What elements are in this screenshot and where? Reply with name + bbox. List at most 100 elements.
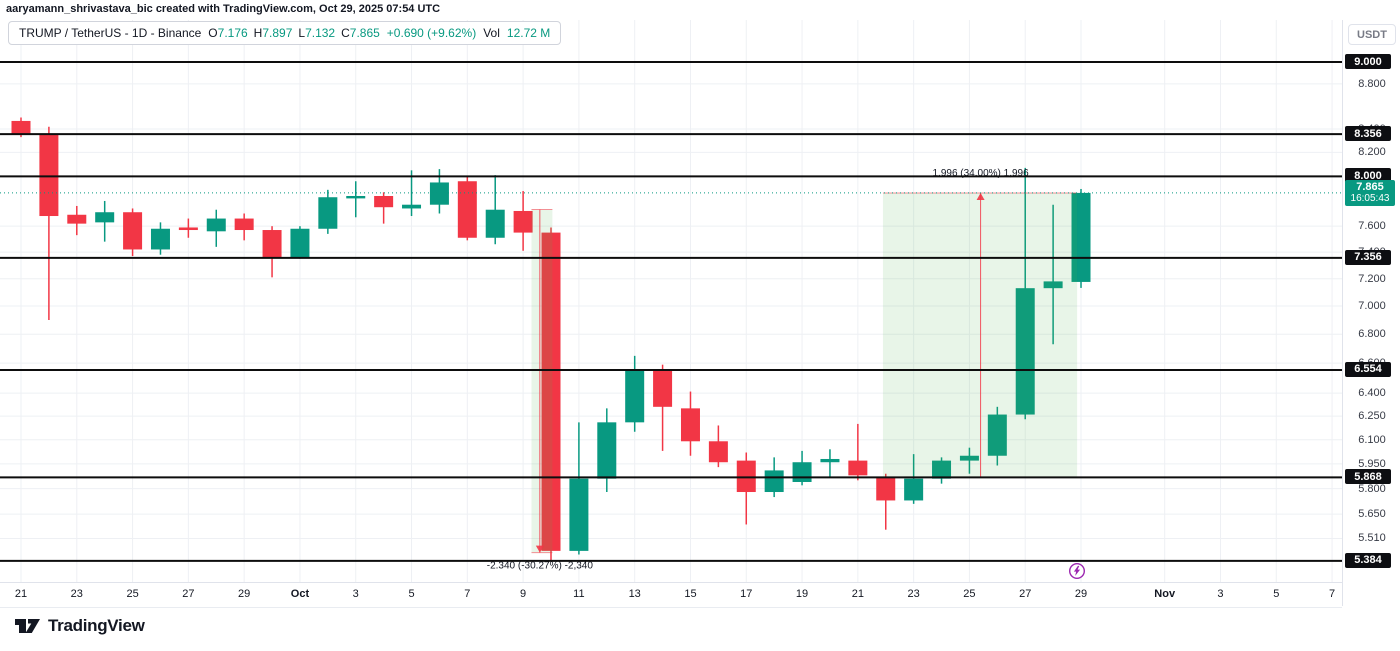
price-tick: 5.510 — [1358, 532, 1386, 545]
ohlc-values: O7.176 H7.897 L7.132 C7.865 — [208, 26, 380, 40]
time-tick: 29 — [238, 588, 251, 600]
candle-body — [95, 212, 115, 223]
time-tick-month: Oct — [290, 588, 310, 600]
range-band — [882, 193, 1078, 478]
time-tick: 13 — [628, 588, 641, 600]
range-arrowhead — [535, 545, 544, 553]
candle-body — [402, 204, 422, 209]
time-tick: 3 — [352, 588, 359, 600]
candle-body — [541, 232, 561, 551]
currency-toggle-button[interactable]: USDT — [1348, 24, 1396, 45]
price-tick: 6.800 — [1358, 328, 1386, 341]
time-axis[interactable]: 21 23 25 27 29 Oct 3 5 7 9 11 13 15 17 19 21 23 25 27 29 Nov… — [0, 582, 1342, 608]
drawn-line-price-label: 5.384 — [1345, 552, 1391, 568]
time-tick: 25 — [963, 588, 976, 600]
candle-body — [318, 197, 338, 229]
candlestick-chart[interactable]: -2.340 (-30.27%) -2,340 1.996 (34.00%) 1,… — [0, 0, 1342, 582]
time-tick: 21 — [14, 588, 28, 600]
candle-body — [39, 133, 59, 217]
ohlc-item: H7.897 — [253, 26, 293, 40]
time-tick: 7 — [464, 588, 471, 600]
time-tick: 23 — [907, 588, 920, 600]
candle-body — [262, 230, 282, 258]
price-tick: 7.000 — [1358, 300, 1386, 313]
candle-body — [904, 478, 924, 501]
volume-value: 12.72 M — [506, 26, 551, 40]
candle-body — [708, 441, 728, 463]
time-tick: 5 — [408, 588, 415, 600]
time-tick: 25 — [126, 588, 139, 600]
range-arrowhead — [976, 193, 985, 201]
drawn-line-price-label: 8.000 — [1345, 168, 1391, 184]
price-tick: 5.950 — [1358, 457, 1386, 470]
time-tick: 29 — [1074, 588, 1088, 600]
candle-body — [959, 455, 979, 461]
time-tick: 19 — [795, 588, 809, 600]
price-axis[interactable]: USDT 8.8008.4008.2007.6007.4007.2007.000… — [1342, 20, 1400, 606]
candle-body — [234, 218, 254, 231]
time-tick: 27 — [1019, 588, 1032, 600]
candle-body — [1043, 281, 1063, 289]
drawn-line-price-label: 5.868 — [1345, 469, 1391, 485]
candle-body — [792, 462, 812, 482]
drawn-line-price-label: 7.356 — [1345, 249, 1391, 265]
time-tick: 3 — [1217, 588, 1224, 600]
candle-body — [513, 210, 533, 233]
candle-body — [848, 460, 868, 476]
time-tick: 9 — [520, 588, 527, 600]
candle-body — [1071, 192, 1091, 282]
tradingview-logo-mark — [15, 619, 40, 633]
range-band — [531, 209, 553, 553]
candle-body — [178, 227, 198, 231]
price-tick: 8.200 — [1358, 146, 1386, 159]
drawn-line-price-label: 9.000 — [1345, 54, 1391, 69]
current-price-value: 7.865 — [1356, 180, 1384, 193]
ohlc-item: O7.176 — [208, 26, 248, 40]
tradingview-logo[interactable]: TradingView — [14, 616, 145, 636]
price-tick: 5.800 — [1358, 482, 1386, 495]
price-tick: 6.400 — [1358, 387, 1386, 400]
drawn-line-price-label: 6.554 — [1345, 361, 1391, 377]
candle-body — [150, 228, 170, 250]
candle-body — [1015, 288, 1035, 415]
current-price-label: 7.865 16:05:43 — [1345, 179, 1395, 206]
time-tick: 7 — [1329, 588, 1336, 600]
time-tick: 5 — [1273, 588, 1280, 600]
time-tick: 27 — [182, 588, 195, 600]
candle-body — [764, 470, 784, 493]
tradingview-logo-text: TradingView — [48, 616, 145, 635]
candle-body — [876, 477, 896, 501]
candle-body — [653, 370, 673, 407]
event-lightning-icon[interactable] — [1068, 562, 1086, 580]
price-tick: 6.100 — [1358, 433, 1386, 446]
candle-body — [11, 120, 31, 134]
time-tick: 23 — [70, 588, 83, 600]
range-label: -2.340 (-30.27%) -2,340 — [487, 561, 594, 572]
symbol-legend[interactable]: TRUMP / TetherUS - 1D - Binance O7.176 H7… — [8, 21, 562, 45]
bar-countdown: 16:05:43 — [1350, 192, 1390, 204]
price-change: +0.690 (+9.62%) — [386, 26, 477, 40]
candle-body — [736, 460, 756, 493]
price-tick: 6.250 — [1358, 410, 1386, 423]
price-tick: 5.650 — [1358, 508, 1386, 521]
candle-body — [290, 228, 310, 258]
candle-body — [429, 182, 449, 205]
drawn-line-price-label: 8.356 — [1345, 126, 1391, 142]
time-tick-month: Nov — [1154, 588, 1176, 600]
candle-body — [374, 195, 394, 208]
candle-body — [597, 422, 617, 479]
candle-body — [346, 195, 366, 199]
price-tick: 7.600 — [1358, 220, 1386, 233]
snapshot-attribution: aaryamann_shrivastava_bic created with T… — [6, 3, 441, 15]
candle-body — [932, 460, 952, 479]
candle-body — [987, 414, 1007, 456]
time-tick: 21 — [851, 588, 864, 600]
ohlc-item: C7.865 — [341, 26, 380, 40]
price-tick: 8.800 — [1358, 77, 1386, 90]
volume-label: Vol — [483, 26, 500, 40]
candle-body — [680, 408, 700, 442]
price-tick: 7.200 — [1358, 272, 1386, 285]
candle-body — [67, 214, 87, 224]
candle-body — [625, 370, 645, 423]
